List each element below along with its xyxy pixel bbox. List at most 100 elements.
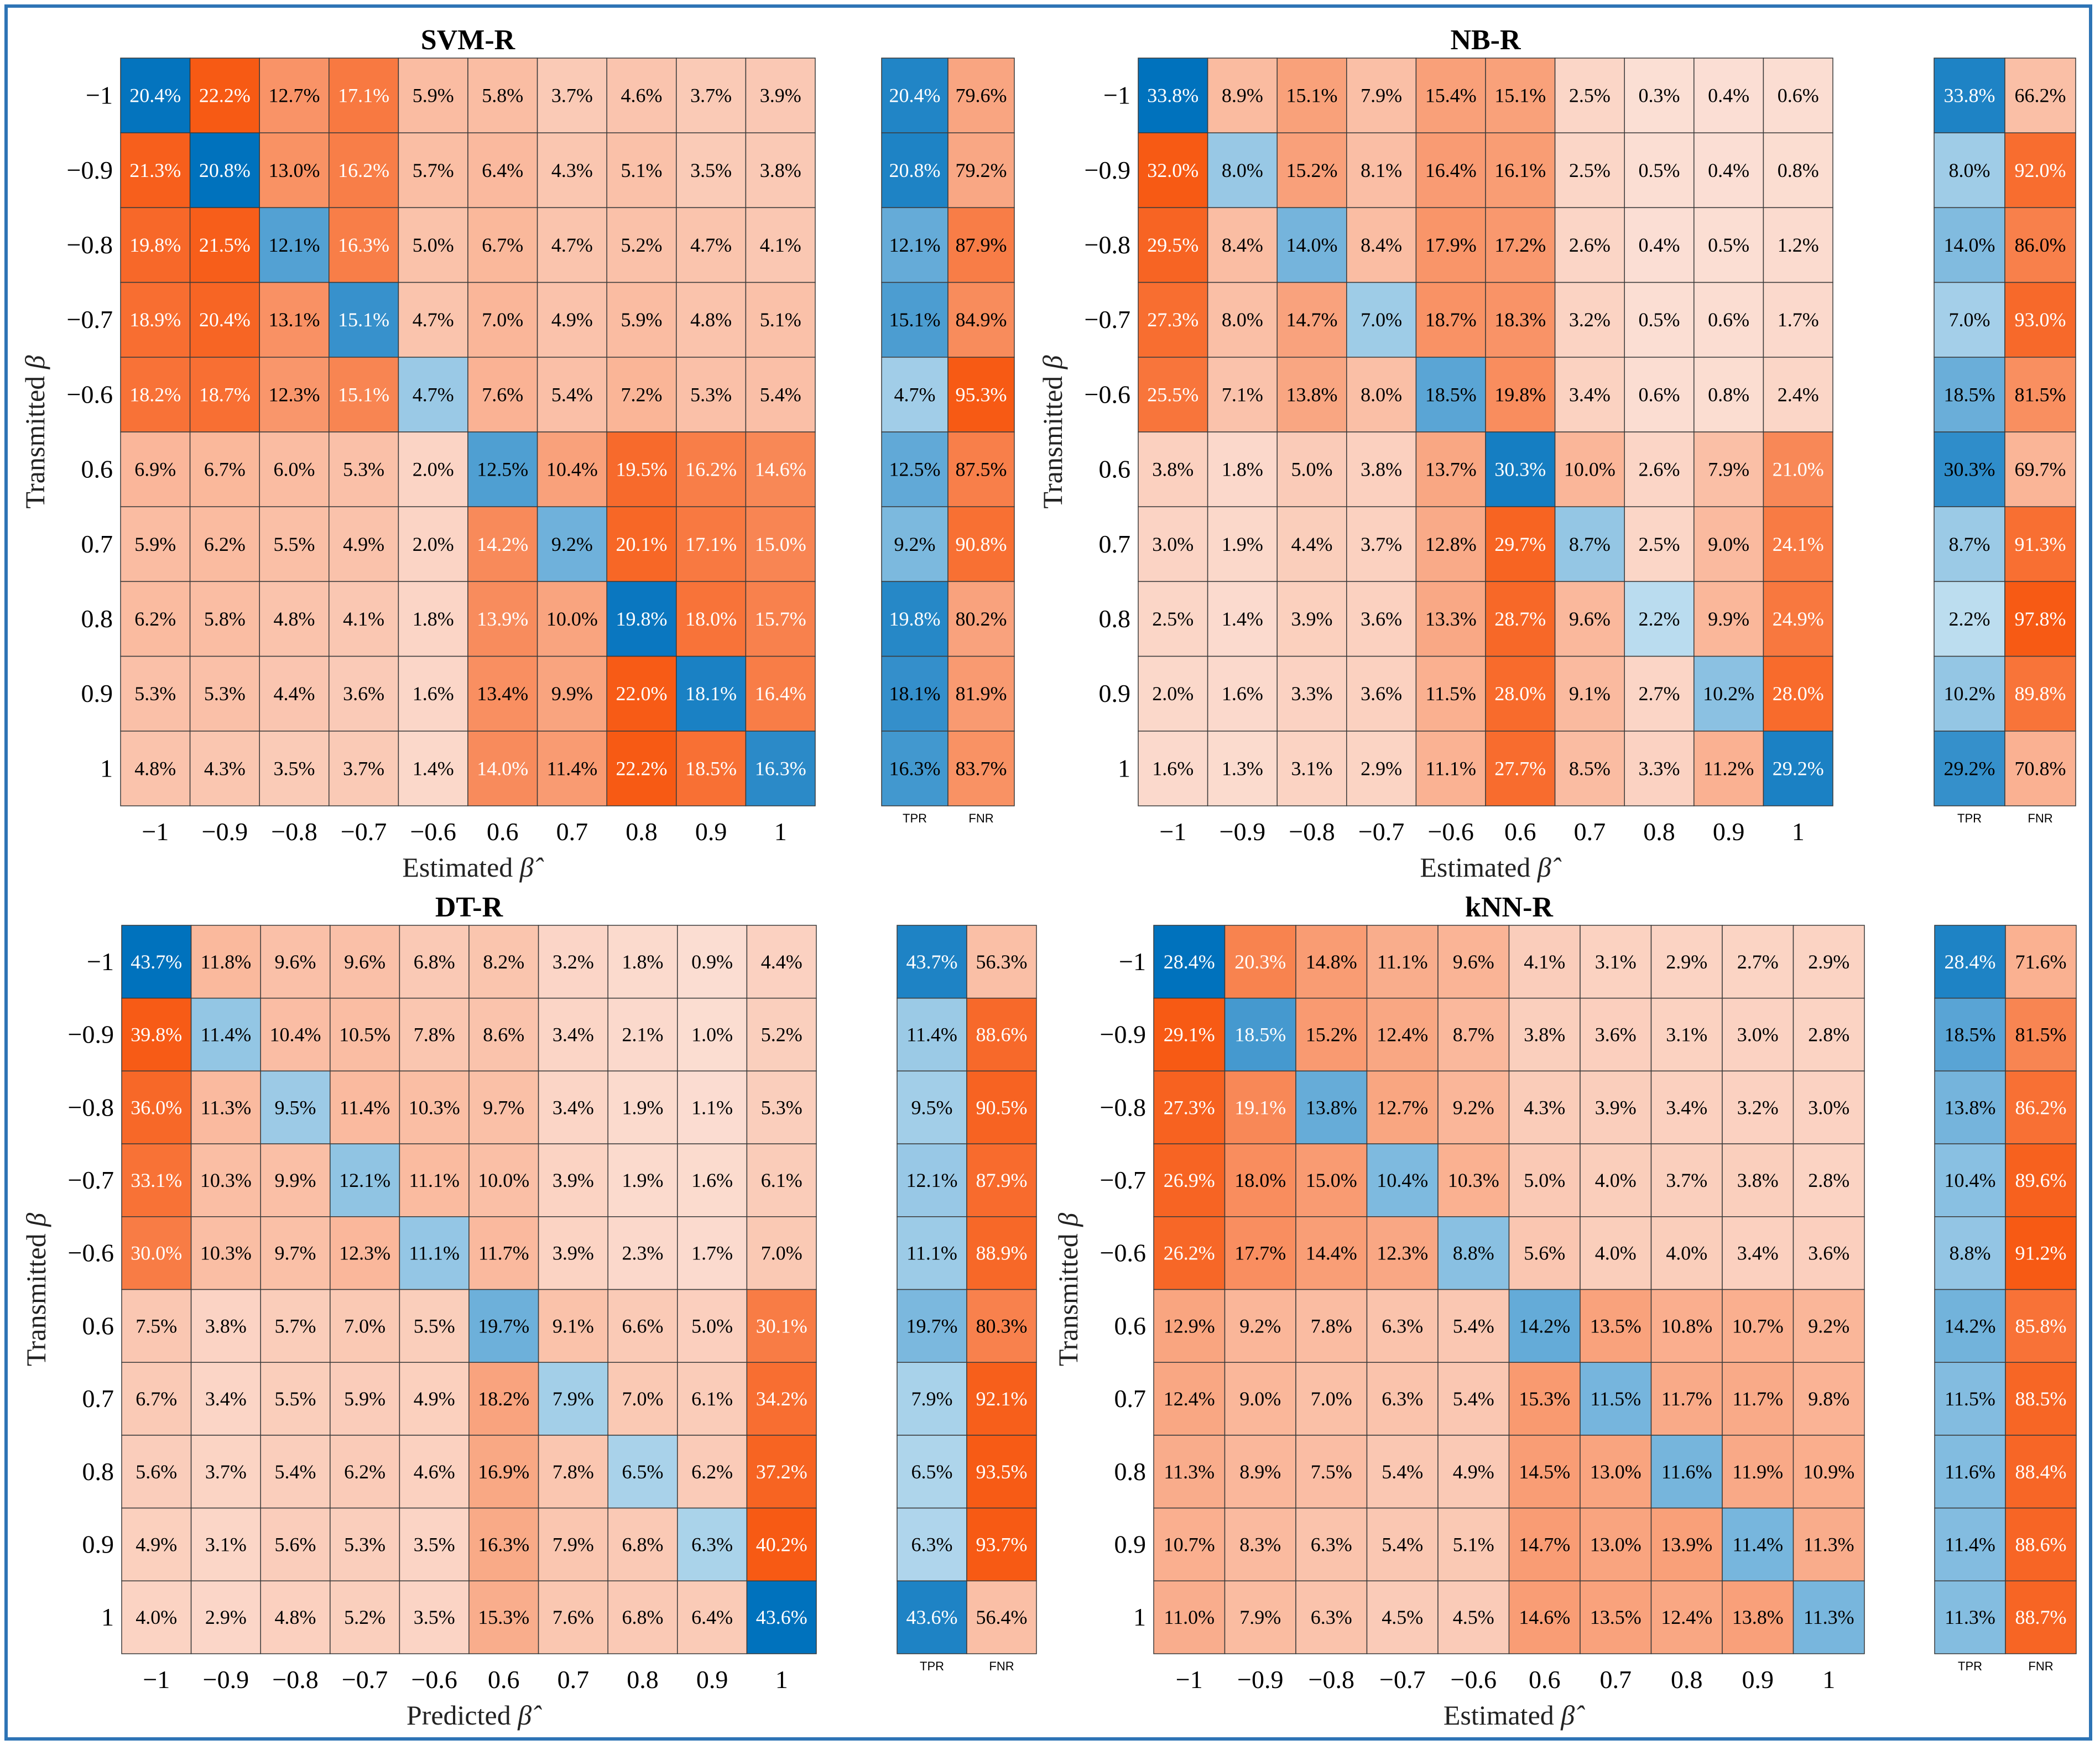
- tpr-cell: [1934, 1580, 2006, 1654]
- cell-label: 3.7%: [1666, 1169, 1707, 1191]
- cell-label: 10.2%: [1703, 683, 1754, 705]
- cell-label: 9.5%: [275, 1096, 316, 1118]
- heatmap-cell: [1295, 1289, 1368, 1363]
- x-tick-label: −0.7: [1379, 1665, 1425, 1694]
- cell-label: 14.7%: [1286, 309, 1338, 331]
- cell-label: 5.9%: [621, 309, 663, 331]
- heatmap-cell: [1207, 731, 1278, 806]
- cell-label: 1.9%: [1222, 533, 1263, 555]
- heatmap-cell: [1508, 1435, 1581, 1509]
- cell-label: 6.3%: [1311, 1606, 1352, 1628]
- heatmap-cell: [1207, 207, 1278, 283]
- cell-label: 10.0%: [478, 1169, 529, 1191]
- heatmap-cell: [120, 207, 191, 283]
- x-tick-label: −0.8: [271, 817, 317, 846]
- heatmap-cell: [1437, 1289, 1510, 1363]
- heatmap-panel-svm-r: SVM-R 20.4% 22.2% 12.7% 17.1% 5.9% 5.8% 3.7% 4.6…: [19, 24, 1015, 883]
- heatmap-cell: [398, 506, 468, 582]
- heatmap-cell: [330, 1289, 400, 1363]
- cell-label: 5.0%: [1524, 1169, 1565, 1191]
- cell-label: 11.1%: [409, 1242, 460, 1264]
- cell-label: 22.0%: [616, 683, 668, 705]
- y-tick-label: −0.8: [67, 231, 113, 259]
- cell-label: 5.0%: [1291, 459, 1333, 481]
- heatmap-cell: [189, 58, 260, 133]
- cell-label: 3.6%: [343, 683, 384, 705]
- heatmap-cell: [1554, 731, 1625, 806]
- tpr-cell: [1934, 132, 2005, 209]
- cell-label: 14.6%: [1519, 1606, 1570, 1628]
- y-tick-label: 0.9: [1114, 1530, 1147, 1558]
- heatmap-cell: [259, 431, 330, 507]
- y-tick-label: 1: [101, 1603, 114, 1631]
- heatmap-cell: [121, 1070, 192, 1144]
- heatmap-cell: [1693, 655, 1764, 732]
- x-tick-label: −0.9: [1220, 817, 1265, 846]
- cell-label: 4.0%: [1595, 1169, 1637, 1191]
- cell-label: 5.3%: [134, 683, 176, 705]
- cell-label: 18.5%: [1425, 383, 1477, 405]
- heatmap-cell: [1346, 731, 1417, 806]
- heatmap-cell: [1295, 925, 1368, 999]
- heatmap-cell: [329, 731, 399, 806]
- tpr-cell: [897, 1435, 967, 1509]
- heatmap-cell: [1763, 207, 1833, 283]
- x-tick-label: 0.7: [556, 817, 588, 846]
- cell-label: 2.2%: [1639, 608, 1680, 630]
- cell-label: 13.4%: [477, 683, 528, 705]
- cell-label: 3.5%: [274, 757, 315, 779]
- y-tick-label: −0.8: [68, 1093, 114, 1121]
- cell-label: 8.5%: [1569, 757, 1611, 779]
- cell-label: 33.1%: [131, 1169, 182, 1191]
- cell-label: 3.7%: [343, 757, 384, 779]
- y-tick-label: −1: [1119, 947, 1146, 976]
- heatmap-cell: [606, 506, 677, 582]
- x-tick-label: −0.6: [410, 817, 456, 846]
- cell-label: 27.3%: [1147, 309, 1198, 331]
- fnr-cell: [947, 731, 1015, 806]
- heatmap-cell: [745, 431, 816, 507]
- cell-label: 11.4%: [1732, 1533, 1783, 1555]
- cell-label: 28.7%: [1494, 608, 1546, 630]
- cell-label: 14.6%: [755, 459, 806, 481]
- cell-label: 4.6%: [621, 85, 663, 107]
- heatmap-cell: [1276, 357, 1347, 433]
- cell-label: 4.1%: [343, 608, 384, 630]
- cell-label: 34.2%: [756, 1388, 807, 1410]
- tpr-cell: [1934, 1435, 2006, 1509]
- cell-label: 8.4%: [1222, 234, 1263, 256]
- x-tick-label: −0.8: [1309, 1665, 1354, 1694]
- y-tick-label: 0.8: [81, 605, 113, 633]
- heatmap-cell: [1624, 282, 1695, 358]
- heatmap-cell: [467, 506, 538, 582]
- fnr-cell: [947, 431, 1015, 507]
- x-tick-label: −0.6: [1451, 1665, 1497, 1694]
- heatmap-cell: [1693, 132, 1764, 209]
- cell-label: 7.0%: [1361, 309, 1402, 331]
- heatmap-cell: [1153, 925, 1226, 999]
- fnr-cell: [2005, 1070, 2077, 1144]
- heatmap-cell: [259, 207, 330, 283]
- heatmap-cell: [538, 1289, 608, 1363]
- x-axis-label: Estimated β̂: [1420, 852, 1561, 883]
- y-tick-label: 0.9: [82, 1530, 114, 1558]
- cell-label: 9.2%: [1808, 1315, 1849, 1337]
- cell-label: 0.8%: [1708, 383, 1749, 405]
- heatmap-cell: [746, 1507, 817, 1582]
- tpr-cell: [1934, 506, 2005, 582]
- cell-label: 10.4%: [270, 1024, 321, 1046]
- heatmap-cell: [1437, 1070, 1510, 1144]
- y-tick-label: 0.8: [1114, 1457, 1147, 1486]
- fnr-label: 81.9%: [956, 683, 1007, 705]
- cell-label: 3.8%: [1152, 459, 1194, 481]
- heatmap-cell: [1415, 431, 1486, 507]
- tpr-label: 12.1%: [906, 1169, 958, 1191]
- x-tick-label: 1: [775, 1665, 788, 1694]
- heatmap-cell: [398, 357, 468, 433]
- cell-label: 10.3%: [1448, 1169, 1499, 1191]
- heatmap-cell: [1138, 731, 1208, 806]
- heatmap-cell: [606, 132, 677, 209]
- heatmap-cell: [468, 1507, 539, 1582]
- cell-label: 16.2%: [338, 159, 389, 181]
- tpr-label: 33.8%: [1944, 85, 1995, 107]
